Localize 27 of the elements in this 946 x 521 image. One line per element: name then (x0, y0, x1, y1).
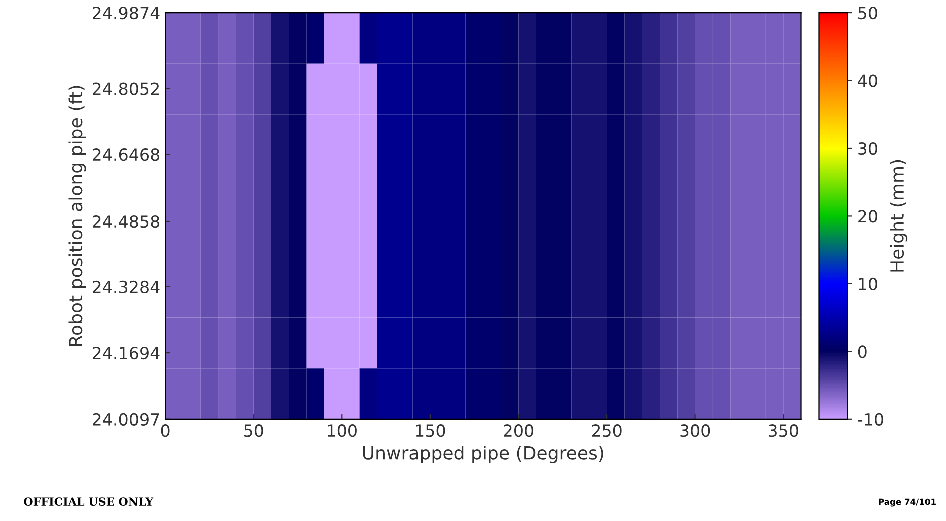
y-tick-label: 24.8052 (92, 82, 160, 96)
y-tick-label: 24.1694 (92, 346, 160, 360)
color-bar-label: 40 (858, 74, 878, 88)
x-tick-label: 200 (504, 424, 534, 438)
y-tick-label: 24.9874 (92, 6, 160, 20)
text: OFFICIAL USE ONLY (24, 498, 154, 506)
x-tick-label: 50 (244, 424, 264, 438)
y-tick-label: 24.6468 (92, 148, 160, 162)
color-bar-label: -10 (858, 413, 884, 426)
color-bar-label: 50 (858, 6, 878, 20)
y-tick-label: 24.3284 (92, 280, 160, 294)
y-tick-label: 24.4858 (92, 215, 160, 228)
color-bar-title: Height (mm) (890, 160, 908, 272)
x-tick-label: 100 (328, 424, 357, 438)
x-tick-label: 300 (680, 424, 710, 438)
y-tick-label: 24.0097 (92, 413, 160, 426)
x-tick-label: 150 (416, 424, 446, 438)
color-bar-label: 10 (859, 278, 878, 291)
color-bar-label: 20 (858, 210, 878, 223)
x-tick-label: 0 (161, 424, 170, 438)
x-tick-label: 350 (768, 424, 798, 438)
y-axis-title: Robot position along pipe (ft) (68, 86, 86, 346)
color-bar-label: 30 (858, 142, 878, 156)
x-tick-label: 250 (592, 424, 622, 438)
text: Page 74/101 (879, 498, 936, 507)
color-bar-label: 0 (858, 346, 867, 358)
x-axis-title: Unwrapped pipe (Degrees) (363, 446, 604, 464)
